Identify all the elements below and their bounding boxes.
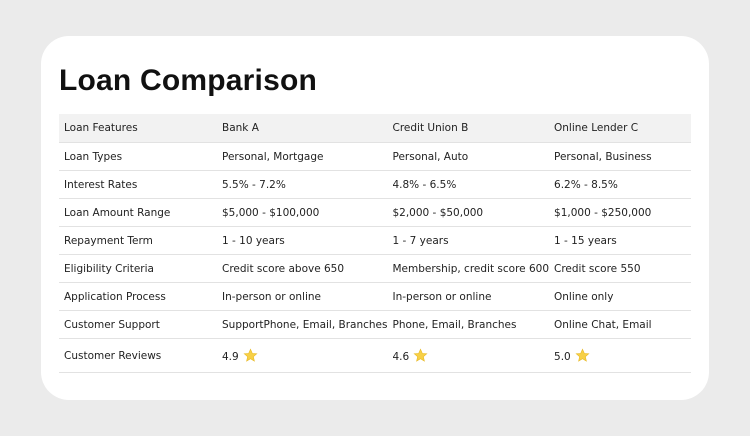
cell: $1,000 - $250,000 <box>549 198 691 227</box>
cell-text: Personal, Business <box>554 150 652 163</box>
row-label: Loan Types <box>59 142 217 171</box>
star-icon <box>575 348 590 362</box>
cell-text: Customer Reviews <box>64 349 162 362</box>
cell-text: Interest Rates <box>64 178 138 191</box>
cell: In-person or online <box>387 282 550 311</box>
cell-text: 1 - 10 years <box>222 234 285 247</box>
cell: Membership, credit score 600 <box>387 254 550 283</box>
row-label: Eligibility Criteria <box>59 254 217 283</box>
table-row: Loan Amount Range $5,000 - $100,000 $2,000… <box>59 198 691 227</box>
cell: 1 - 10 years <box>217 226 388 255</box>
card: Loan Comparison Loan Features Bank A Credi… <box>41 36 709 400</box>
column-header: Bank A <box>217 114 388 143</box>
cell-text: Credit score above 650 <box>222 262 345 275</box>
cell: 1 - 15 years <box>549 226 691 255</box>
cell-text: 4.9 <box>222 351 239 363</box>
cell: 5.5% - 7.2% <box>217 170 388 199</box>
cell-text: $2,000 - $50,000 <box>392 206 484 219</box>
star-icon <box>243 348 258 362</box>
star-shape <box>413 348 428 362</box>
column-header: Loan Features <box>59 114 217 143</box>
row-label: Customer Reviews <box>59 338 217 373</box>
cell: Credit score above 650 <box>217 254 388 283</box>
row-label: Loan Amount Range <box>59 198 217 227</box>
cell: Personal, Mortgage <box>217 142 388 171</box>
cell: 5.0 <box>549 338 691 373</box>
cell: 4.6 <box>387 338 550 373</box>
row-label: Interest Rates <box>59 170 217 199</box>
star-shape <box>243 348 258 362</box>
star-icon <box>413 348 428 362</box>
cell-text: Personal, Auto <box>392 150 469 163</box>
table-row: Interest Rates 5.5% - 7.2% 4.8% - 6.5% 6.2%… <box>59 170 691 199</box>
cell-text: Customer Support <box>64 318 160 331</box>
cell: Personal, Business <box>549 142 691 171</box>
cell-text: Online Chat, Email <box>554 318 652 331</box>
table-row: Customer Reviews 4.9 4.6 5.0 <box>59 338 691 373</box>
cell: $5,000 - $100,000 <box>217 198 388 227</box>
cell: In-person or online <box>217 282 388 311</box>
cell-text: Online only <box>554 290 614 303</box>
cell-text: $5,000 - $100,000 <box>222 206 320 219</box>
cell-text: Repayment Term <box>64 234 153 247</box>
table-row: Loan Types Personal, Mortgage Personal, Au… <box>59 142 691 171</box>
cell: $2,000 - $50,000 <box>387 198 550 227</box>
cell: 1 - 7 years <box>387 226 550 255</box>
cell-text: Phone, Email, Branches <box>392 318 517 331</box>
cell: 6.2% - 8.5% <box>549 170 691 199</box>
cell: Online Chat, Email <box>549 310 691 339</box>
table-row: Eligibility Criteria Credit score above 6… <box>59 254 691 283</box>
cell-text: 1 - 7 years <box>392 234 449 247</box>
comparison-table: Loan Features Bank A Credit Union B Online … <box>59 114 691 373</box>
cell-text: Membership, credit score 600 <box>392 262 550 275</box>
cell: 4.8% - 6.5% <box>387 170 550 199</box>
cell-text: 5.5% - 7.2% <box>222 178 286 191</box>
cell: Personal, Auto <box>387 142 550 171</box>
cell-text: SupportPhone, Email, Branches <box>222 318 388 331</box>
cell-text: 4.6 <box>392 351 410 363</box>
row-label: Repayment Term <box>59 226 217 255</box>
cell-text: Eligibility Criteria <box>64 262 154 275</box>
star-shape <box>575 348 590 362</box>
cell: Online only <box>549 282 691 311</box>
cell-text: In-person or online <box>392 290 492 303</box>
header-row: Loan Features Bank A Credit Union B Online … <box>59 114 691 143</box>
title: Loan Comparison <box>59 64 318 97</box>
column-header: Online Lender C <box>549 114 691 143</box>
table-row: Customer Support SupportPhone, Email, Bra… <box>59 310 691 339</box>
cell-text: 6.2% - 8.5% <box>554 178 618 191</box>
cell-text: 4.8% - 6.5% <box>392 178 457 191</box>
cell-text: 5.0 <box>554 351 571 363</box>
table-row: Repayment Term 1 - 10 years 1 - 7 years 1 -… <box>59 226 691 255</box>
cell: 4.9 <box>217 338 388 373</box>
cell: Phone, Email, Branches <box>387 310 550 339</box>
cell: SupportPhone, Email, Branches <box>217 310 388 339</box>
cell-text: Loan Types <box>64 150 123 163</box>
cell-text: 1 - 15 years <box>554 234 617 247</box>
table-row: Application Process In-person or online In… <box>59 282 691 311</box>
row-label: Application Process <box>59 282 217 311</box>
cell-text: Loan Amount Range <box>64 206 171 219</box>
cell: Credit score 550 <box>549 254 691 283</box>
cell-text: Application Process <box>64 290 166 303</box>
row-label: Customer Support <box>59 310 217 339</box>
column-header: Credit Union B <box>387 114 550 143</box>
cell-text: In-person or online <box>222 290 321 303</box>
cell-text: Personal, Mortgage <box>222 150 324 163</box>
cell-text: Credit score 550 <box>554 262 641 275</box>
cell-text: $1,000 - $250,000 <box>554 206 652 219</box>
